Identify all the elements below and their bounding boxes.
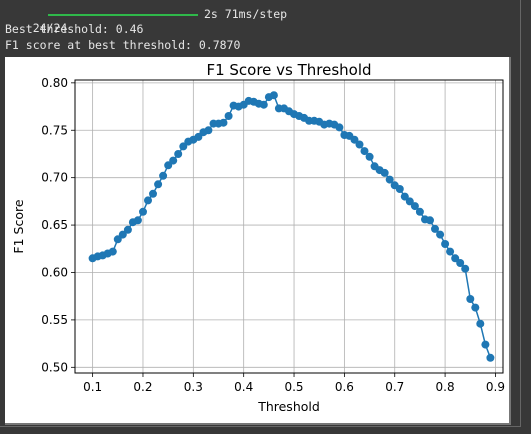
data-point [194,132,203,141]
data-point [451,254,460,263]
data-point [350,135,359,144]
data-point [405,197,414,206]
y-tick-label: 0.70 [41,171,68,185]
data-point [415,207,424,216]
data-point [219,118,228,127]
ticks: 0.1 0.2 0.3 0.4 0.5 0.6 0.7 0.8 0.9 0.50 0.55 0.60 0… [41,76,505,394]
series-f1 [88,91,495,362]
y-tick-label: 0.60 [41,265,68,279]
grid [75,80,503,373]
data-point [169,156,178,165]
data-point [139,207,147,216]
figure-output: 0.1 0.2 0.3 0.4 0.5 0.6 0.7 0.8 0.9 0.50 0.55 0.60 0… [5,57,511,425]
data-point [471,303,480,312]
f1-threshold-chart: 0.1 0.2 0.3 0.4 0.5 0.6 0.7 0.8 0.9 0.50 0.55 0.60 0… [11,61,505,414]
data-point [446,247,455,256]
data-point [431,224,439,233]
best-threshold-line: Best threshold: 0.46 [5,22,144,36]
data-point [149,189,157,198]
data-point [410,202,419,211]
data-point [144,196,152,205]
data-point [461,264,470,273]
x-tick-label: 0.2 [133,380,152,394]
data-point [355,140,364,149]
data-point [259,100,268,109]
progress-bar [48,14,198,16]
data-point [486,353,495,362]
data-point [154,180,163,189]
y-tick-label: 0.80 [41,76,68,90]
data-point [441,240,450,248]
x-tick-label: 0.8 [436,380,455,394]
y-tick-label: 0.55 [41,313,68,327]
x-tick-label: 0.7 [385,380,404,394]
axes-frame [74,79,504,374]
data-point [179,142,188,151]
data-point [113,235,122,244]
data-point [174,150,183,158]
data-point [269,91,278,100]
data-point [108,247,117,256]
x-tick-label: 0.9 [486,380,505,394]
data-point [204,126,213,135]
progress-time: 2s 71ms/step [204,7,288,21]
data-point [224,112,233,120]
data-point [436,230,445,239]
x-tick-label: 0.5 [284,380,303,394]
data-point [133,216,142,225]
data-point [456,259,465,267]
y-tick-label: 0.65 [41,218,68,232]
y-tick-label: 0.75 [41,123,68,137]
x-tick-label: 0.4 [234,380,253,394]
y-tick-label: 0.50 [41,360,68,374]
data-point [395,185,404,193]
data-point [360,147,369,156]
y-axis-label: F1 Score [11,199,26,253]
best-f1-line: F1 score at best threshold: 0.7870 [5,38,241,52]
output-border-right [520,0,521,427]
data-point [476,319,485,328]
series-line [92,94,492,359]
x-tick-label: 0.1 [83,380,102,394]
output-border-bottom [0,426,520,427]
x-tick-label: 0.6 [335,380,354,394]
data-point [481,340,490,349]
data-point [123,225,132,234]
x-tick-label: 0.3 [184,380,203,394]
data-point [159,171,168,180]
data-point [380,168,389,177]
data-point [385,175,394,184]
progress-count: 24/24 [32,21,68,35]
data-point [118,230,127,239]
data-point [164,161,173,170]
data-point [335,123,344,132]
data-point [365,152,374,161]
x-axis-label: Threshold [257,399,320,414]
data-point [426,216,434,225]
data-point [466,295,475,303]
data-point [400,192,409,201]
progress-line: 24/24 2s 71ms/step [5,7,287,35]
chart-title: F1 Score vs Threshold [206,61,371,79]
